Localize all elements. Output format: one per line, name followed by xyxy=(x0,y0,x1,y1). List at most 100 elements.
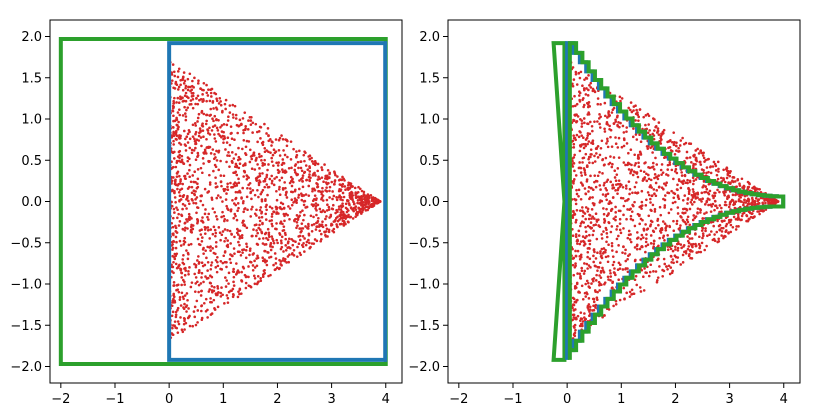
scatter-point xyxy=(196,280,199,284)
scatter-point xyxy=(571,234,575,238)
scatter-point xyxy=(178,263,181,267)
scatter-point xyxy=(716,206,719,210)
scatter-point xyxy=(298,149,301,153)
scatter-point xyxy=(614,205,617,209)
scatter-point xyxy=(188,72,192,76)
scatter-point xyxy=(332,183,336,186)
scatter-point xyxy=(594,279,598,282)
scatter-point xyxy=(583,121,586,125)
scatter-point xyxy=(620,145,624,149)
scatter-point xyxy=(579,319,582,322)
scatter-point xyxy=(237,206,240,210)
scatter-point xyxy=(228,143,232,147)
scatter-point xyxy=(358,209,362,213)
scatter-point xyxy=(293,189,297,193)
scatter-point xyxy=(194,197,197,201)
scatter-point xyxy=(257,183,261,187)
scatter-point xyxy=(677,179,681,183)
scatter-point xyxy=(234,203,238,207)
scatter-point xyxy=(681,136,684,140)
scatter-point xyxy=(307,184,311,188)
scatter-point xyxy=(171,216,175,220)
scatter-point xyxy=(177,67,181,71)
scatter-point xyxy=(258,125,262,129)
scatter-point xyxy=(214,245,218,248)
scatter-point xyxy=(270,144,273,147)
scatter-point xyxy=(728,174,732,178)
scatter-point xyxy=(672,177,675,181)
scatter-point xyxy=(314,174,317,177)
scatter-point xyxy=(217,168,221,172)
scatter-point xyxy=(189,99,193,102)
scatter-point xyxy=(629,214,633,218)
scatter-point xyxy=(599,271,603,274)
scatter-point xyxy=(321,199,325,202)
scatter-point xyxy=(600,256,604,260)
scatter-point xyxy=(639,152,643,156)
scatter-point xyxy=(265,236,268,240)
scatter-point xyxy=(210,198,214,201)
scatter-point xyxy=(225,192,228,195)
scatter-point xyxy=(617,179,621,182)
scatter-point xyxy=(176,331,180,334)
right-plot-panel: −2 −1 0 1 2 3 4−2.0−1.5−1.0−0.50.00.51.01.52.0 xyxy=(408,19,801,407)
scatter-point xyxy=(687,186,690,190)
scatter-point xyxy=(183,143,187,146)
scatter-point xyxy=(191,324,195,328)
scatter-point xyxy=(191,91,195,95)
scatter-point xyxy=(310,230,314,233)
scatter-point xyxy=(577,229,581,233)
scatter-point xyxy=(605,240,608,244)
scatter-point xyxy=(722,177,725,180)
scatter-point xyxy=(593,90,597,94)
scatter-point xyxy=(641,179,645,182)
scatter-point xyxy=(270,160,274,163)
scatter-point xyxy=(613,271,616,275)
scatter-point xyxy=(226,136,230,140)
scatter-point xyxy=(321,190,324,193)
scatter-point xyxy=(635,191,639,195)
scatter-point xyxy=(188,175,191,179)
scatter-point xyxy=(229,125,233,128)
scatter-point xyxy=(587,88,590,92)
scatter-point xyxy=(283,219,286,223)
scatter-point xyxy=(743,198,746,202)
scatter-point xyxy=(223,250,227,253)
scatter-point xyxy=(586,224,590,228)
scatter-point xyxy=(268,219,272,223)
scatter-point xyxy=(344,214,348,218)
scatter-point xyxy=(649,184,652,187)
scatter-point xyxy=(588,132,592,136)
scatter-point xyxy=(301,194,304,198)
scatter-point xyxy=(580,125,584,128)
scatter-point xyxy=(587,297,591,300)
scatter-point xyxy=(277,188,281,191)
scatter-point xyxy=(221,109,224,113)
scatter-point xyxy=(171,151,175,155)
scatter-point xyxy=(582,117,586,120)
scatter-point xyxy=(691,242,695,246)
scatter-point xyxy=(723,203,727,207)
scatter-point xyxy=(346,184,350,187)
scatter-point xyxy=(237,155,241,159)
scatter-point xyxy=(212,169,215,173)
scatter-point xyxy=(210,129,214,132)
scatter-point xyxy=(617,244,620,247)
scatter-point xyxy=(222,254,226,258)
scatter-point xyxy=(196,82,200,85)
scatter-point xyxy=(178,156,181,160)
scatter-point xyxy=(281,158,285,161)
scatter-point xyxy=(367,201,371,205)
scatter-point xyxy=(705,211,708,214)
scatter-point xyxy=(264,260,267,264)
scatter-point xyxy=(660,173,663,176)
scatter-point xyxy=(613,176,617,179)
scatter-point xyxy=(263,185,267,189)
scatter-point xyxy=(604,193,608,197)
scatter-point xyxy=(199,129,202,132)
scatter-point xyxy=(175,138,178,141)
scatter-point xyxy=(183,283,186,286)
scatter-point xyxy=(723,180,727,184)
scatter-point xyxy=(672,229,676,233)
scatter-point xyxy=(576,249,580,253)
